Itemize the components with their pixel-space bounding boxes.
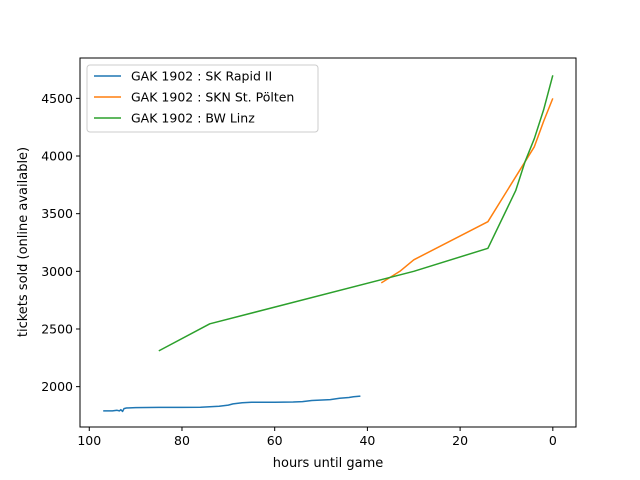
legend-box [86, 64, 319, 133]
x-tick-label: 20 [452, 433, 468, 448]
y-tick-label: 3500 [41, 206, 73, 221]
y-tick-label: 4500 [41, 91, 73, 106]
legend: GAK 1902 : SK Rapid II GAK 1902 : SKN St.… [86, 64, 319, 133]
x-tick-label: 100 [77, 433, 101, 448]
y-tick-label: 3000 [41, 264, 73, 279]
x-tick-label: 80 [174, 433, 190, 448]
y-axis-label: tickets sold (online available) [16, 147, 31, 337]
legend-label-3: GAK 1902 : BW Linz [131, 111, 255, 126]
legend-label-2: GAK 1902 : SKN St. Pölten [131, 90, 294, 105]
y-tick-label: 2000 [41, 379, 73, 394]
y-tick-label: 2500 [41, 321, 73, 336]
series-line-2 [380, 98, 554, 284]
x-tick-label: 0 [549, 433, 557, 448]
series-line-3 [158, 75, 554, 352]
plot-area-frame [79, 57, 577, 428]
y-axis-ticks: 2000 2500 3000 3500 4000 4500 [41, 91, 80, 394]
x-axis-ticks: 100 80 60 40 20 0 [77, 427, 557, 448]
x-tick-label: 40 [359, 433, 375, 448]
x-tick-label: 60 [267, 433, 283, 448]
x-axis-label: hours until game [273, 456, 384, 471]
series-line-1 [103, 395, 361, 413]
legend-label-1: GAK 1902 : SK Rapid II [131, 69, 272, 84]
plot-lines [103, 75, 554, 413]
y-tick-label: 4000 [41, 149, 73, 164]
